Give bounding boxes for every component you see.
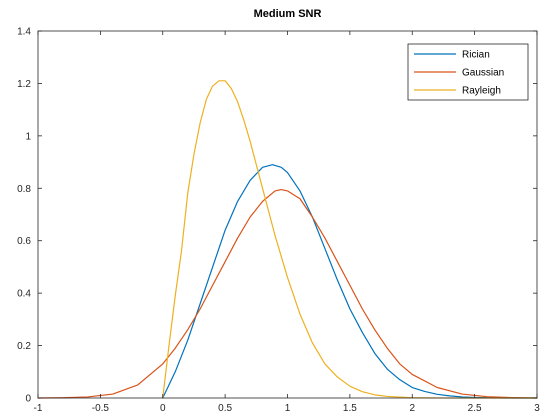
legend: Rician Gaussian Rayleigh [407,43,529,101]
chart-title: Medium SNR [254,8,322,20]
legend-label-rician: Rician [462,50,490,61]
series-line-gaussian [37,189,538,399]
series-line-rayleigh [162,80,538,399]
y-tick-label: 1.4 [17,27,31,38]
y-tick-label: 0.8 [17,184,31,195]
legend-label-gaussian: Gaussian [462,68,504,79]
y-tick-label: 1.2 [17,79,31,90]
legend-label-rayleigh: Rayleigh [462,86,501,97]
series-layer [37,80,538,399]
x-tick-label: 2.5 [468,403,482,414]
x-tick-label: 1 [285,403,291,414]
y-tick-label: 1 [25,131,31,142]
x-tick-label: -0.5 [92,403,110,414]
x-tick-label: 0 [160,403,166,414]
y-tick-label: 0.4 [17,289,31,300]
x-tick-label: 0.5 [218,403,232,414]
y-tick-label: 0.6 [17,236,31,247]
x-tick-label: -1 [34,403,43,414]
y-tick-label: 0.2 [17,341,31,352]
x-tick-label: 1.5 [343,403,357,414]
y-tick-label: 0 [25,394,31,405]
x-tick-label: 3 [534,403,540,414]
x-tick-label: 2 [409,403,415,414]
axes-layer: -1 -0.5 0 0.5 1 1.5 2 2.5 3 0 0.2 0.4 0.6 0.8 1 1.2 1.4 [17,27,540,415]
series-line-rician [162,164,538,399]
